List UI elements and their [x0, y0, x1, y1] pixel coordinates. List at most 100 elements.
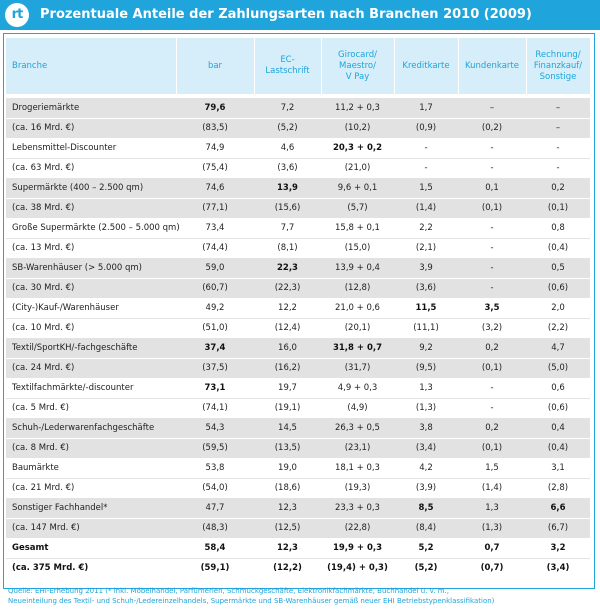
table-cell: (0,7)	[480, 563, 504, 573]
table-row-group: Lebensmittel-Discounter 74,9 4,6 20,3 + 0,2…	[6, 138, 590, 178]
table-row-prev-year: (ca. 10 Mrd. €) (51,0) (12,4) (20,1) (11,1) (…	[6, 318, 590, 338]
table-cell: 1,7	[419, 103, 433, 113]
table-cell: 3,8	[419, 423, 433, 433]
table-cell: (19,4) + 0,3)	[327, 563, 388, 573]
table-cell: (77,1)	[202, 203, 228, 213]
table-cell: (54,0)	[202, 483, 228, 493]
table-cell: (0,1)	[481, 203, 503, 213]
table-cell: 19,9 + 0,3	[332, 543, 383, 553]
table-cell: (3,4)	[415, 443, 437, 453]
table-cell: (1,4)	[481, 483, 503, 493]
table-cell: 6,6	[550, 503, 566, 513]
table-cell: -	[424, 143, 428, 153]
table-cell: 49,2	[205, 303, 225, 313]
table-cell: (31,7)	[344, 363, 371, 373]
table-row: Große Supermärkte (2.500 – 5.000 qm) 73,4…	[6, 218, 590, 238]
table-cell: 3,2	[550, 543, 566, 553]
branch-label: Schuh-/Lederwarenfachgeschäfte	[12, 423, 155, 433]
table-cell: -	[424, 163, 428, 173]
table-row-group: Supermärkte (400 – 2.500 qm) 74,6 13,9 9,6 …	[6, 178, 590, 218]
table-cell: (3,6)	[277, 163, 298, 173]
table-cell: 3,9	[419, 263, 433, 273]
table-cell: -	[490, 163, 494, 173]
table-cell: -	[490, 223, 494, 233]
row-divider	[6, 398, 590, 399]
branch-label: Große Supermärkte (2.500 – 5.000 qm)	[12, 223, 180, 233]
table-cell: -	[490, 143, 494, 153]
table-cell: (12,8)	[344, 283, 371, 293]
column-header-0: Branche	[12, 60, 48, 71]
table-cell: 0,2	[485, 423, 499, 433]
row-divider	[6, 158, 590, 159]
column-header-2: EC- Lastschrift	[265, 55, 310, 76]
table-cell: (74,4)	[202, 243, 228, 253]
branch-label: (City-)Kauf-/Warenhäuser	[12, 303, 119, 313]
row-divider	[6, 198, 590, 199]
table-cell: 8,5	[418, 503, 434, 513]
header-divider	[254, 38, 255, 94]
table-row-prev-year: (ca. 63 Mrd. €) (75,4) (3,6) (21,0) - - -	[6, 158, 590, 178]
table-cell: (8,4)	[415, 523, 437, 533]
table-cell: (5,7)	[347, 203, 368, 213]
table-cell: 1,5	[419, 183, 433, 193]
table-cell: (22,8)	[344, 523, 371, 533]
table-cell: 22,3	[277, 263, 298, 273]
table-cell: (10,2)	[344, 123, 371, 133]
table-cell: 4,9 + 0,3	[337, 383, 378, 393]
column-header-3: Girocard/Maestro/V Pay	[338, 49, 377, 82]
table-cell: (3,9)	[415, 483, 437, 493]
table-cell: 13,9 + 0,4	[335, 263, 380, 273]
row-divider	[6, 118, 590, 119]
row-divider	[6, 358, 590, 359]
page-title: Prozentuale Anteile der Zahlungsarten na…	[40, 7, 532, 22]
table-cell: (15,6)	[274, 203, 301, 213]
table-cell: -	[490, 243, 494, 253]
table-row-prev-year: (ca. 21 Mrd. €) (54,0) (18,6) (19,3) (3,9) (1…	[6, 478, 590, 498]
column-header-6: Rechnung/Finanzkauf/Sonstige	[533, 49, 583, 82]
table-cell: 3,5	[484, 303, 500, 313]
table-cell: (19,1)	[274, 403, 301, 413]
table-cell: 2,2	[419, 223, 433, 233]
table-cell: 37,4	[204, 343, 226, 353]
column-header-4: Kreditkarte	[402, 60, 450, 71]
table-cell: 0,2	[485, 343, 499, 353]
table-cell: (0,4)	[547, 443, 569, 453]
table-row: Baumärkte 53,8 19,0 18,1 + 0,3 4,2 1,5 3,1	[6, 458, 590, 478]
table-cell: (0,2)	[481, 123, 503, 133]
table-row: Lebensmittel-Discounter 74,9 4,6 20,3 + 0,2…	[6, 138, 590, 158]
table-cell: 58,4	[204, 543, 226, 553]
table-cell: (19,3)	[344, 483, 371, 493]
table-row-group: Drogeriemärkte 79,6 7,2 11,2 + 0,3 1,7– – (ca.…	[6, 98, 590, 138]
table-cell: 73,4	[205, 223, 225, 233]
table-cell: 4,7	[551, 343, 565, 353]
branch-volume: (ca. 24 Mrd. €)	[12, 363, 75, 373]
branch-volume: (ca. 13 Mrd. €)	[12, 243, 75, 253]
table-cell: 12,2	[278, 303, 297, 313]
table-row: (City-)Kauf-/Warenhäuser 49,2 12,2 21,0 + 0…	[6, 298, 590, 318]
table-cell: 3,1	[551, 463, 565, 473]
branch-label: Textilfachmärkte/-discounter	[12, 383, 134, 393]
branch-label: Drogeriemärkte	[12, 103, 80, 113]
table-cell: 14,5	[278, 423, 297, 433]
table-cell: 54,3	[205, 423, 225, 433]
table-cell: 11,5	[415, 303, 437, 313]
table-cell: 31,8 + 0,7	[332, 343, 383, 353]
table-row: Textil/SportKH/-fachgeschäfte 37,4 16,0 31,…	[6, 338, 590, 358]
table-row-prev-year: (ca. 16 Mrd. €) (83,5) (5,2) (10,2) (0,9) (0,…	[6, 118, 590, 138]
table-row: Supermärkte (400 – 2.500 qm) 74,6 13,9 9,6 …	[6, 178, 590, 198]
table-row-group: (City-)Kauf-/Warenhäuser 49,2 12,2 21,0 + 0…	[6, 298, 590, 338]
table-cell: 0,5	[551, 263, 565, 273]
table-row-prev-year: (ca. 8 Mrd. €) (59,5) (13,5) (23,1) (3,4) (0,…	[6, 438, 590, 458]
table-cell: 1,3	[419, 383, 433, 393]
row-divider	[6, 318, 590, 319]
rt-logo-text: rt	[11, 7, 24, 22]
table-cell: (1,3)	[481, 523, 503, 533]
branch-label: Sonstiger Fachhandel*	[12, 503, 108, 513]
table-row-prev-year: (ca. 24 Mrd. €) (37,5) (16,2) (31,7) (9,5) (0…	[6, 358, 590, 378]
title-bar: rt Prozentuale Anteile der Zahlungsarten…	[0, 0, 600, 30]
table-cell: (3,6)	[415, 283, 437, 293]
table-cell: 1,5	[485, 463, 499, 473]
table-cell: -	[490, 383, 494, 393]
table-cell: 0,4	[551, 423, 565, 433]
branch-label: Supermärkte (400 – 2.500 qm)	[12, 183, 144, 193]
